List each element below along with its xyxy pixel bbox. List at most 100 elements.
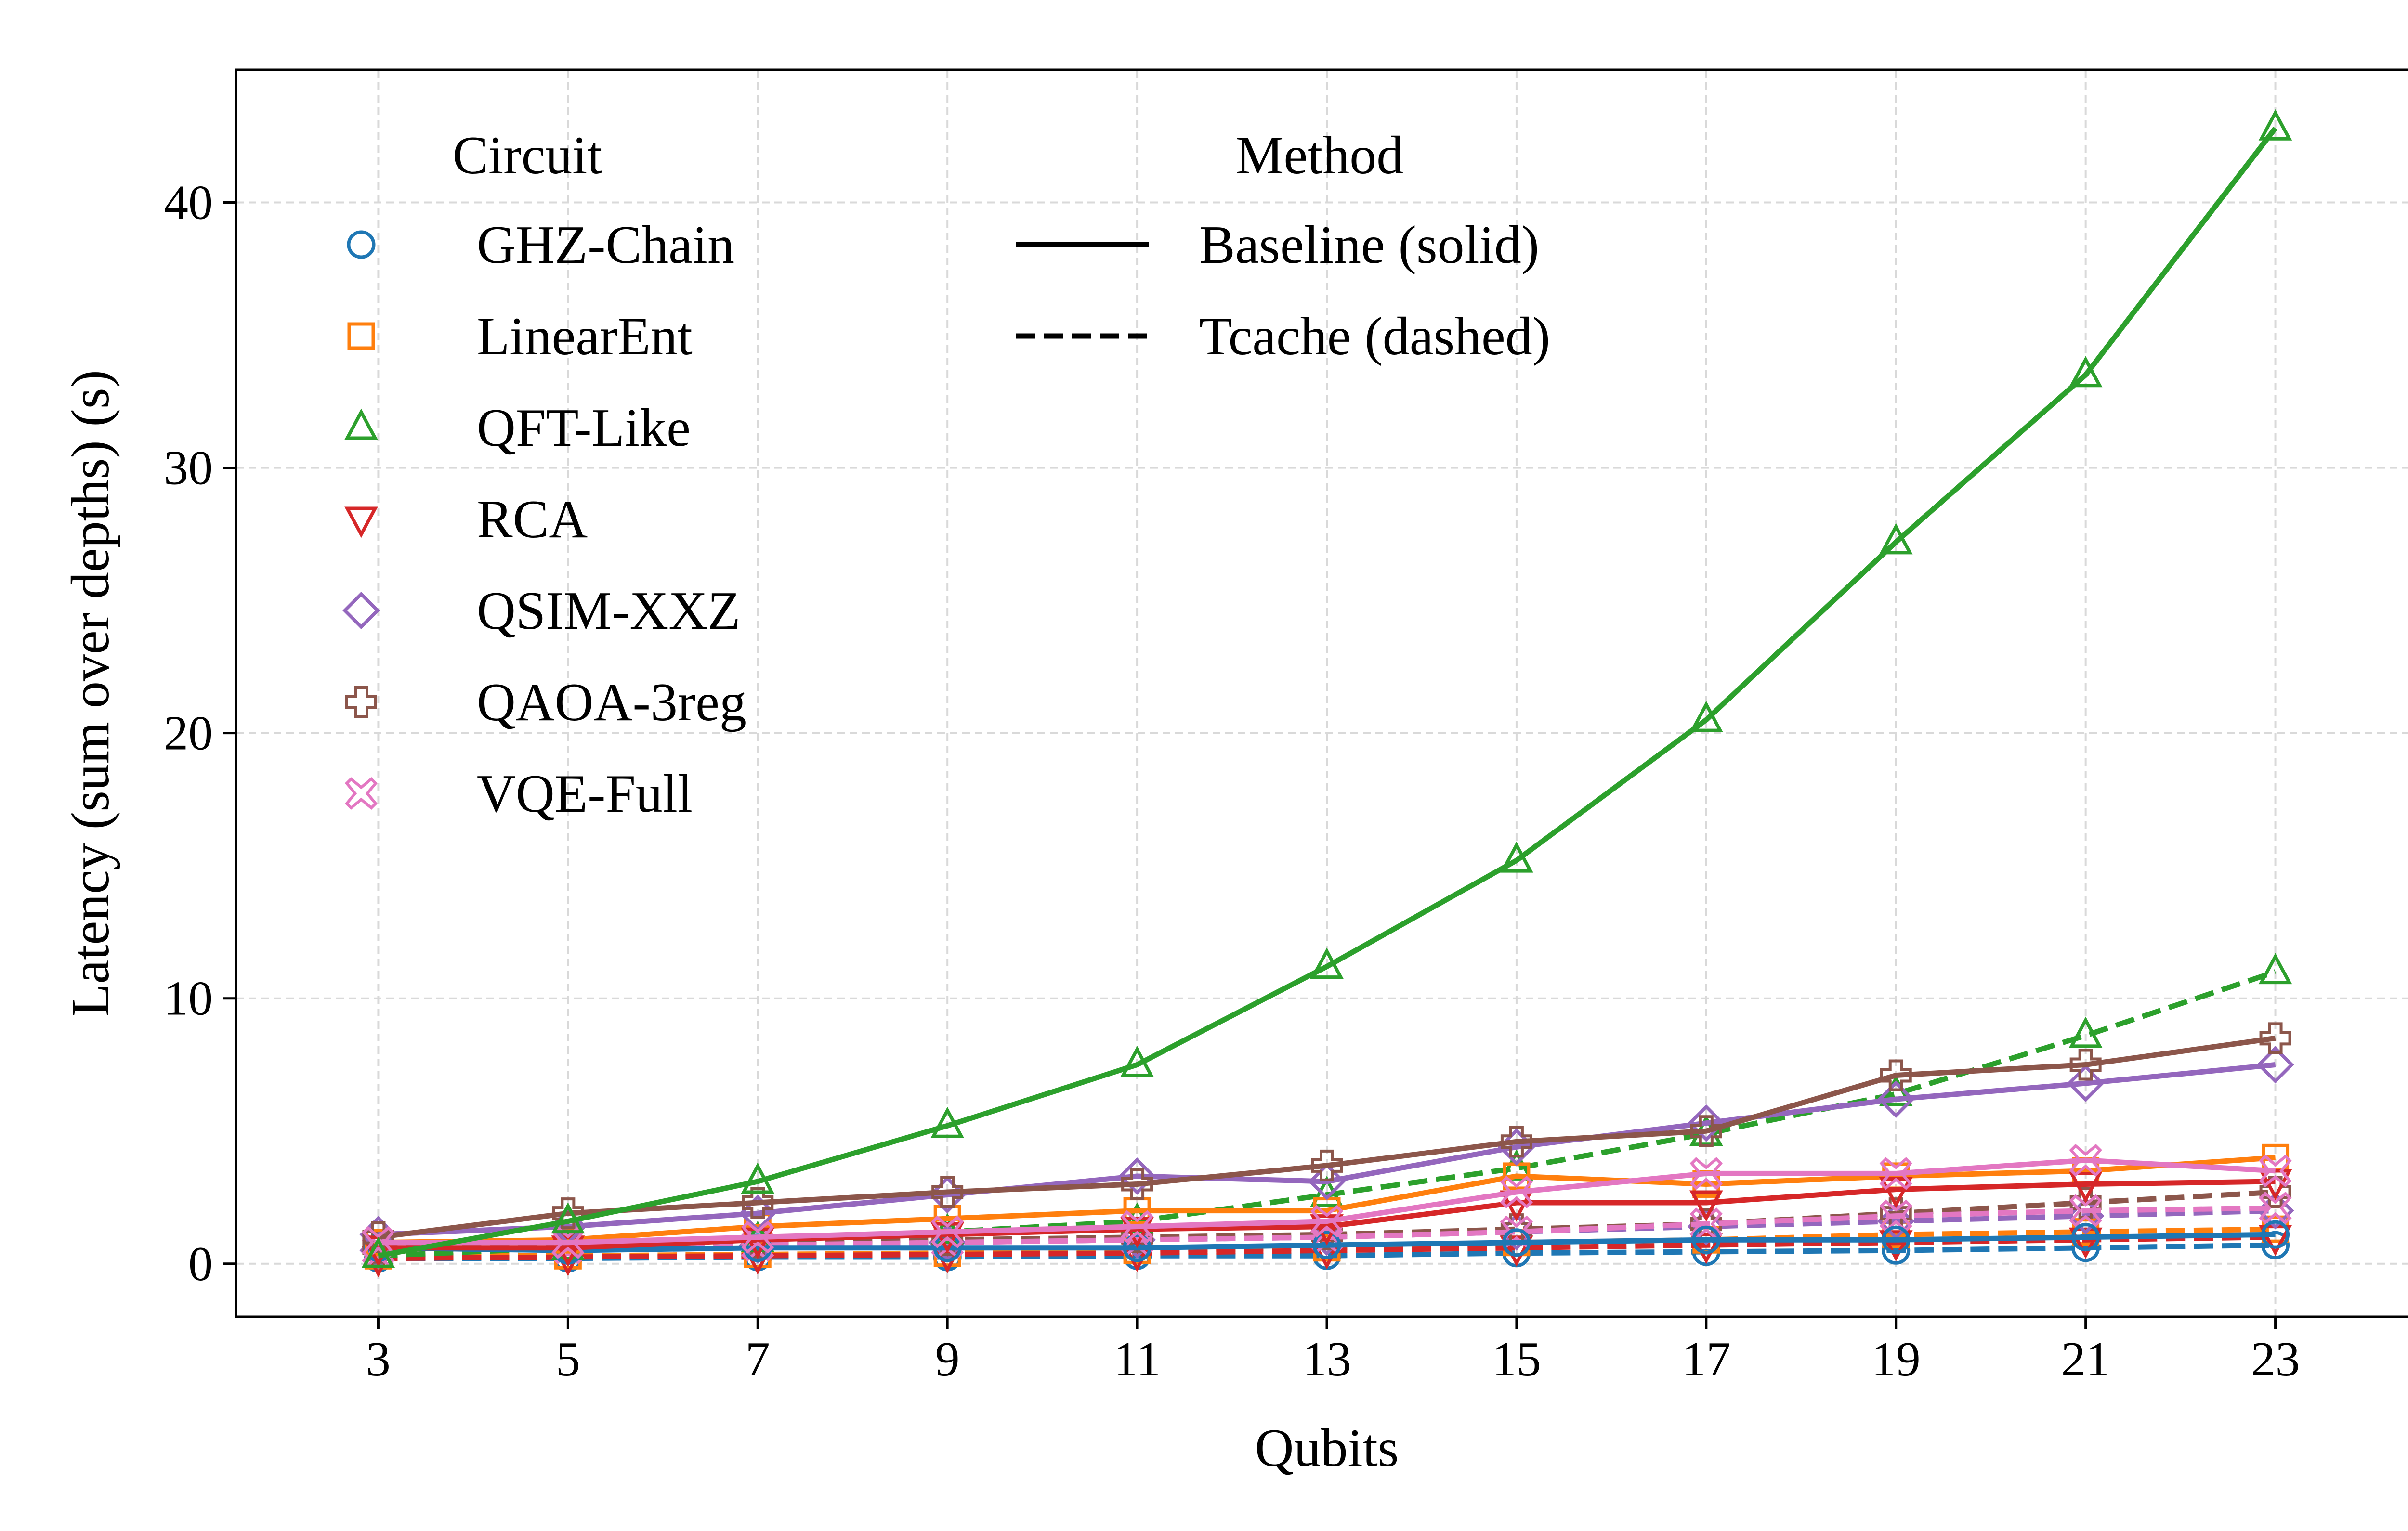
y-axis-title: Latency (sum over depths) (s) (61, 370, 120, 1017)
data-point (1879, 1157, 1912, 1190)
legend-method-title: Method (1236, 126, 1403, 185)
data-point (1687, 1104, 1725, 1142)
legend-label: RCA (477, 490, 588, 549)
data-point (2258, 109, 2292, 141)
legend-label: QAOA-3reg (477, 673, 746, 732)
data-point (1689, 701, 1723, 732)
x-tick-label: 7 (746, 1332, 770, 1387)
data-point (2067, 1064, 2105, 1103)
data-point (1500, 1126, 1532, 1158)
series-line (378, 1035, 2276, 1240)
legend-label: GHZ-Chain (477, 215, 734, 275)
data-point (551, 1202, 585, 1234)
series-line (378, 1205, 2276, 1253)
data-point (1877, 1080, 1915, 1118)
data-point (2069, 1187, 2102, 1219)
data-point (2259, 1192, 2292, 1225)
data-point (2069, 1143, 2102, 1177)
data-point (361, 1236, 395, 1268)
x-tick-label: 21 (2061, 1332, 2110, 1387)
data-point (1120, 1046, 1154, 1077)
legend-marker (347, 322, 375, 350)
series-line (378, 1155, 2276, 1246)
data-point (1689, 1190, 1723, 1222)
series-line (378, 126, 2277, 1259)
data-point (2259, 1022, 2291, 1054)
legend-marker (345, 686, 377, 718)
series-qft-like-baseline (361, 109, 2292, 1268)
x-tick-label: 5 (556, 1332, 580, 1387)
x-tick-label: 9 (935, 1332, 960, 1387)
y-tick-label: 30 (164, 441, 213, 495)
x-axis-title: Qubits (1255, 1418, 1399, 1478)
axis-ticks: 3 5 7 9 11 13 15 17 19 21 23 0 10 20 30 40 (164, 176, 2300, 1387)
x-tick-label: 19 (1871, 1332, 1921, 1387)
data-point (2068, 1227, 2103, 1259)
legend-marker (342, 592, 380, 629)
y-tick-label: 40 (164, 176, 213, 230)
data-point (1689, 1207, 1723, 1241)
data-point (2068, 356, 2103, 388)
y-tick-label: 10 (164, 972, 213, 1026)
y-tick-label: 0 (188, 1237, 213, 1291)
data-point (2071, 1223, 2100, 1252)
legend-circuit-title: Circuit (452, 126, 602, 185)
legend-label: Tcache (dashed) (1199, 307, 1550, 366)
legend-label: QFT-Like (477, 398, 691, 458)
data-point (1121, 1168, 1153, 1200)
legend-method: Method Baseline (solid) Tcache (dashed) (1016, 126, 1550, 366)
data-point (1118, 1157, 1156, 1195)
data-point (1879, 1199, 1912, 1233)
data-point (1312, 1231, 1341, 1259)
series-line (378, 1234, 2276, 1261)
series-group (359, 109, 2294, 1278)
data-point (1310, 1205, 1344, 1238)
y-tick-label: 20 (164, 706, 213, 761)
data-point (1502, 1228, 1531, 1257)
data-point (1689, 1233, 1723, 1264)
data-point (1308, 1163, 1346, 1200)
data-point (552, 1197, 584, 1230)
data-point (1880, 1059, 1912, 1091)
data-point (741, 1220, 774, 1254)
legend-marker (344, 777, 378, 810)
series-line (378, 1062, 2276, 1237)
data-point (2261, 1220, 2290, 1249)
legend-circuit: Circuit GHZ-Chain LinearEnt QFT-Like RCA QSIM… (342, 126, 746, 824)
data-point (931, 1176, 964, 1208)
data-point (2259, 1154, 2292, 1187)
data-point (742, 1187, 774, 1219)
data-point (2068, 1016, 2103, 1048)
legend-label: Baseline (solid) (1199, 215, 1539, 275)
legend-label: QSIM-XXZ (477, 581, 741, 641)
data-point (1879, 523, 1913, 555)
x-tick-label: 15 (1492, 1332, 1541, 1387)
x-tick-label: 13 (1302, 1332, 1351, 1387)
data-point (2256, 1192, 2294, 1230)
data-point (1500, 841, 1533, 873)
data-point (1879, 1230, 1913, 1262)
data-point (2256, 1046, 2294, 1084)
data-point (741, 1162, 775, 1194)
legend-label: VQE-Full (477, 764, 693, 824)
data-point (1690, 1115, 1722, 1147)
data-point (931, 1215, 964, 1248)
data-point (1121, 1210, 1154, 1243)
legend: Circuit GHZ-Chain LinearEnt QFT-Like RCA QSIM… (342, 126, 1550, 824)
series-line (378, 1157, 2276, 1246)
data-point (1689, 1157, 1723, 1190)
data-point (2069, 1194, 2102, 1227)
data-point (1692, 1225, 1721, 1254)
data-point (2261, 1231, 2290, 1259)
data-point (2258, 953, 2292, 985)
x-tick-label: 23 (2251, 1332, 2300, 1387)
data-point (1310, 947, 1344, 979)
data-point (2069, 1049, 2102, 1081)
data-point (1311, 1149, 1343, 1181)
data-point (362, 1226, 395, 1259)
x-tick-label: 17 (1682, 1332, 1731, 1387)
x-tick-label: 3 (366, 1332, 391, 1387)
data-point (1123, 1233, 1152, 1262)
